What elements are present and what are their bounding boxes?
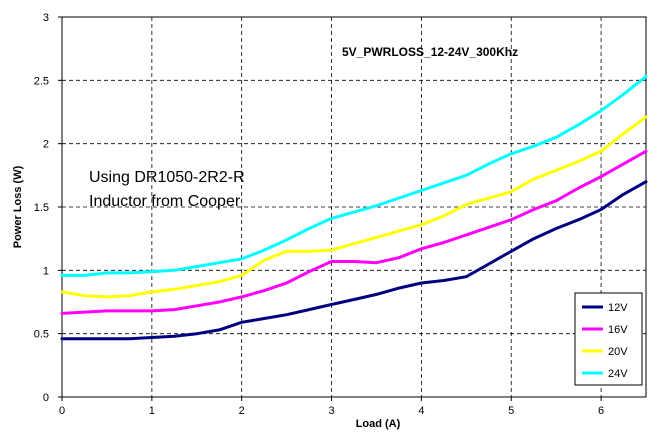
series-line-16v <box>60 149 648 315</box>
series-line-24v <box>60 75 648 277</box>
series-lines <box>60 75 648 341</box>
y-tick-label: 1.5 <box>34 202 49 214</box>
legend-label-24v: 24V <box>608 368 628 380</box>
x-tick-label: 3 <box>328 405 334 417</box>
series-line-12v <box>60 180 648 341</box>
y-tick-label: 2 <box>43 139 49 151</box>
grid-lines <box>62 17 646 397</box>
y-tick-labels: 0 0.5 1 1.5 2 2.5 3 <box>34 12 62 404</box>
x-axis-label: Load (A) <box>356 418 401 430</box>
y-tick-label: 2.5 <box>34 75 49 87</box>
x-tick-label: 0 <box>59 405 65 417</box>
series-line-20v <box>60 115 648 299</box>
y-tick-label: 1 <box>43 265 49 277</box>
x-tick-label: 2 <box>239 405 245 417</box>
y-tick-label: 3 <box>43 12 49 24</box>
chart-title: 5V_PWRLOSS_12-24V_300Khz <box>342 45 518 59</box>
x-tick-labels: 0 1 2 3 4 5 6 <box>59 397 604 417</box>
y-tick-label: 0.5 <box>34 329 49 341</box>
x-tick-label: 6 <box>598 405 604 417</box>
legend: 12V 16V 20V 24V <box>574 292 643 386</box>
y-axis-label: Power Loss (W) <box>12 165 24 248</box>
x-tick-label: 1 <box>149 405 155 417</box>
annotation-line-1: Using DR1050-2R2-R <box>89 169 245 186</box>
x-tick-label: 4 <box>418 405 424 417</box>
legend-label-12v: 12V <box>608 302 628 314</box>
legend-label-16v: 16V <box>608 324 628 336</box>
legend-label-20v: 20V <box>608 346 628 358</box>
annotation-line-2: Inductor from Cooper <box>89 193 241 210</box>
y-tick-label: 0 <box>43 392 49 404</box>
x-tick-label: 5 <box>508 405 514 417</box>
